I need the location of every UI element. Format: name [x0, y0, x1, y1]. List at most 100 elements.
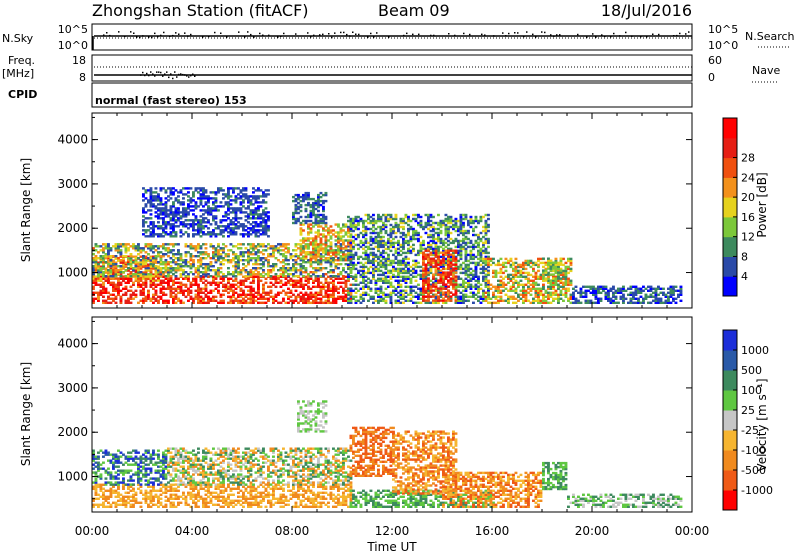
power-cell [309, 259, 313, 262]
power-cell [379, 231, 383, 235]
power-cell [447, 259, 450, 262]
power-cell [299, 277, 303, 280]
power-cell [377, 299, 380, 302]
power-cell [247, 273, 250, 276]
power-cell [172, 279, 175, 282]
power-cell [377, 225, 380, 229]
power-cell [284, 257, 288, 260]
power-cell [449, 255, 453, 259]
power-cell [359, 255, 363, 259]
power-cell [622, 285, 625, 288]
power-cell [269, 277, 273, 280]
power-cell [499, 295, 503, 298]
power-cell [309, 237, 313, 240]
power-cell [272, 295, 275, 298]
power-cell [462, 301, 465, 304]
power-cell [572, 301, 575, 304]
power-cell [112, 245, 115, 248]
power-cell [299, 249, 303, 252]
power-cell [529, 283, 533, 286]
power-cell [559, 269, 563, 272]
power-cell [194, 269, 198, 272]
power-cell [162, 267, 165, 270]
power-cell [304, 237, 308, 240]
power-cell [657, 301, 660, 304]
power-cell [534, 291, 538, 294]
power-cell [117, 249, 120, 252]
power-cell [214, 253, 218, 256]
power-cell [312, 239, 315, 242]
power-cell [304, 299, 308, 302]
power-cell [234, 257, 238, 260]
power-cell [407, 215, 410, 219]
power-cell [294, 267, 298, 270]
power-cell [299, 231, 303, 234]
power-cell [539, 275, 543, 278]
power-cell [547, 281, 550, 284]
nsky-dot [340, 31, 342, 34]
power-cell [162, 245, 165, 248]
power-cell [322, 275, 325, 278]
power-cell [382, 251, 385, 255]
power-cell [329, 229, 333, 232]
power-cell [242, 279, 245, 282]
power-cell [394, 299, 398, 302]
power-cell [352, 217, 355, 221]
power-cell [214, 277, 218, 280]
power-cell [424, 277, 428, 280]
power-cell [417, 251, 420, 255]
power-cell [189, 253, 193, 256]
power-cell [499, 267, 503, 271]
power-cell [669, 295, 673, 298]
power-cell [344, 281, 348, 284]
power-cell [337, 281, 340, 284]
power-cell [317, 199, 320, 203]
power-cell [212, 277, 215, 280]
power-cell [299, 227, 303, 230]
power-cell [217, 281, 220, 284]
power-cell [254, 245, 258, 248]
power-cell [342, 289, 345, 292]
power-cell [459, 263, 463, 267]
power-cell [252, 247, 255, 250]
power-cell [229, 259, 233, 262]
power-cell [447, 257, 450, 261]
power-cell [342, 241, 345, 244]
power-cell [424, 271, 428, 274]
power-cell [114, 295, 118, 298]
power-cell [124, 287, 128, 290]
power-cell [514, 275, 518, 278]
power-cell [292, 199, 295, 203]
power-cell [159, 199, 163, 202]
power-cell [172, 217, 175, 220]
power-cell [269, 271, 273, 274]
power-cell [329, 245, 333, 248]
power-cell [452, 293, 455, 296]
power-cell [367, 281, 370, 284]
power-cell [307, 275, 310, 278]
power-cell [144, 203, 148, 206]
power-cell [114, 255, 118, 258]
power-cell [562, 281, 565, 284]
power-cell [459, 213, 463, 217]
power-cell [399, 295, 403, 298]
power-cell [132, 293, 135, 296]
power-cell [184, 253, 188, 256]
power-cell [287, 297, 290, 300]
freq-tick-top: 18 [72, 54, 86, 67]
power-cell [409, 297, 413, 300]
power-cell [152, 259, 155, 262]
power-cell [459, 257, 463, 261]
power-cell [427, 257, 430, 260]
power-cell [247, 297, 250, 300]
power-cell [242, 291, 245, 294]
power-cell [344, 285, 348, 288]
nsky-dot [154, 32, 156, 35]
power-cell [559, 281, 563, 284]
power-cell [159, 227, 163, 230]
power-cell [297, 263, 300, 266]
power-cell [447, 225, 450, 229]
power-cell [304, 207, 308, 211]
power-cell [447, 299, 450, 302]
power-cell [454, 219, 458, 223]
